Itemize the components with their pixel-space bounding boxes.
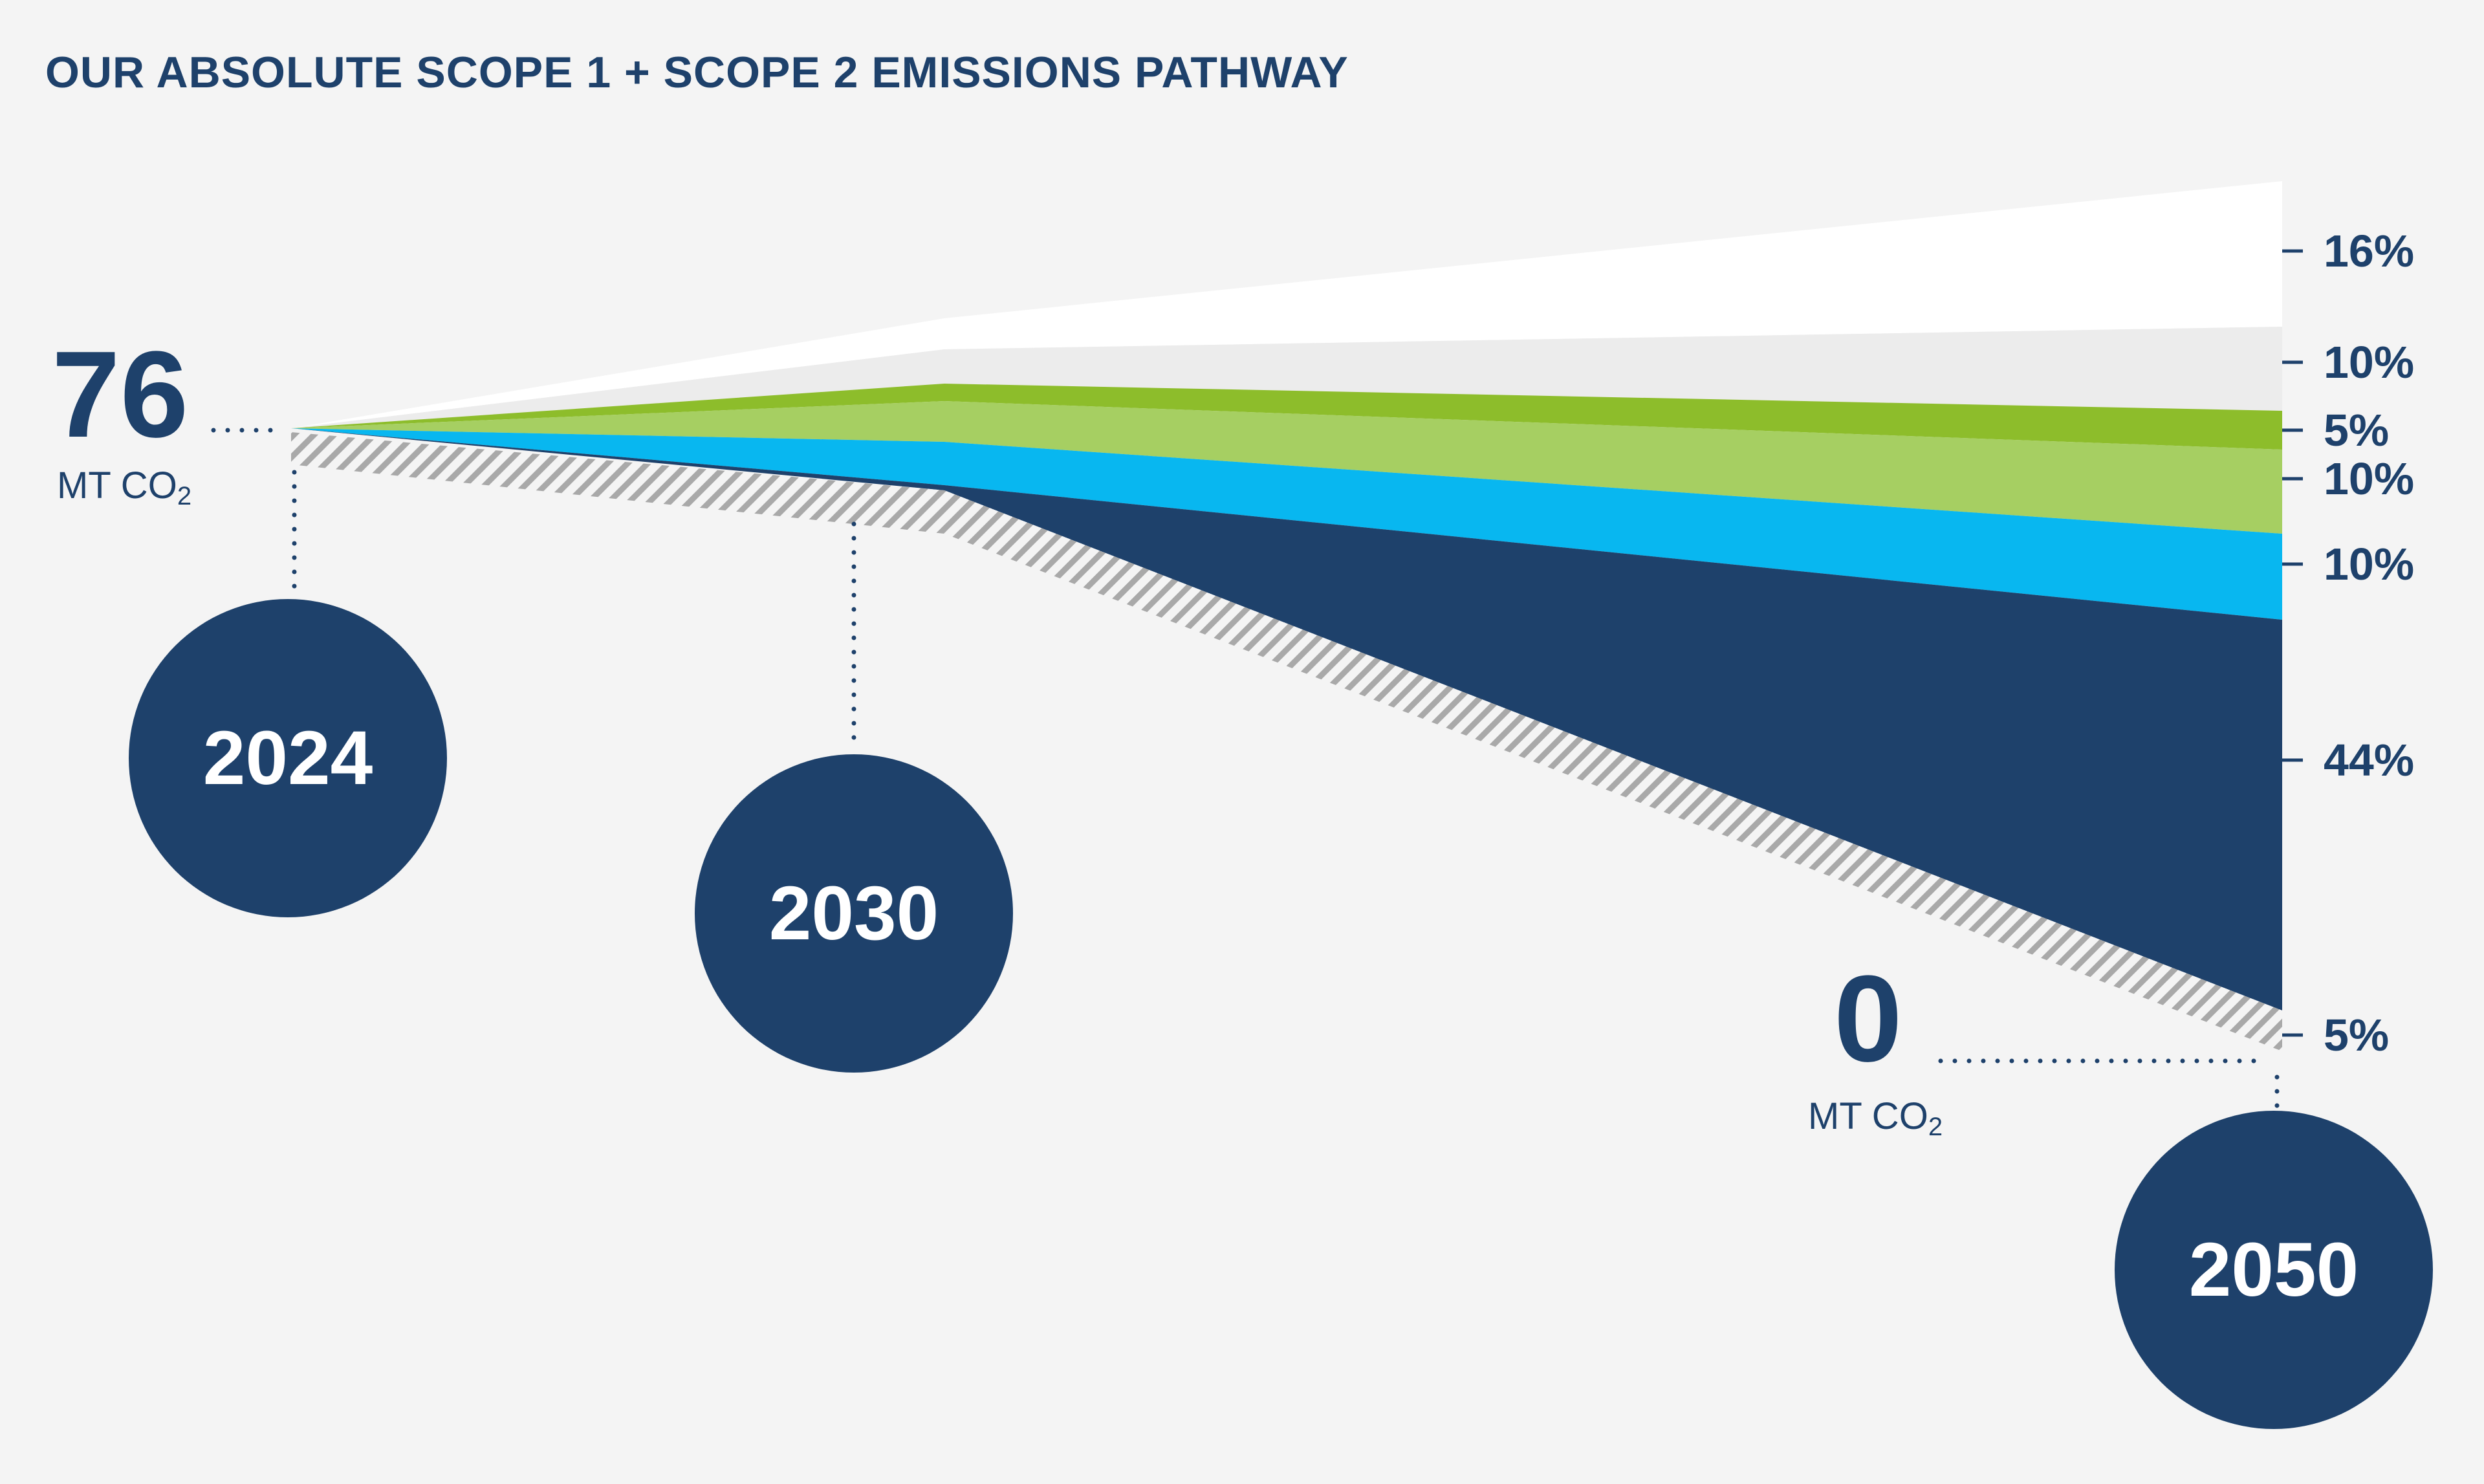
year-label-2030: 2030 <box>769 871 939 956</box>
year-marker-2024: 2024 <box>129 599 447 917</box>
year-marker-2050: 2050 <box>2115 1111 2433 1429</box>
pct-label-5b: 5% <box>2324 1010 2389 1060</box>
pct-label-44: 44% <box>2324 735 2414 785</box>
year-circle-2030 <box>695 754 1013 1073</box>
start-value: 76 <box>52 326 188 463</box>
pct-label-16: 16% <box>2324 226 2414 276</box>
band-green-5 <box>291 384 2282 450</box>
year-circle-2050 <box>2115 1111 2433 1429</box>
year-circle-2024 <box>129 599 447 917</box>
pct-label-10b: 10% <box>2324 453 2414 504</box>
year-label-2050: 2050 <box>2189 1227 2359 1313</box>
end-value-callout: 0 MT CO2 <box>1808 950 2267 1141</box>
pct-label-5a: 5% <box>2324 405 2389 455</box>
band-white-16 <box>291 181 2282 428</box>
band-light-green-10 <box>291 401 2282 534</box>
chart-title: OUR ABSOLUTE SCOPE 1 + SCOPE 2 EMISSIONS… <box>45 48 1349 97</box>
pct-label-10a: 10% <box>2324 337 2414 387</box>
bands-group <box>291 181 2282 1051</box>
band-navy-44 <box>291 428 2282 1010</box>
year-label-2024: 2024 <box>203 715 373 801</box>
end-unit: MT CO2 <box>1808 1095 1943 1141</box>
percentage-labels: 16% 10% 5% 10% 10% 44% 5% <box>2282 226 2414 1060</box>
start-unit: MT CO2 <box>57 464 191 510</box>
band-light-gray-10 <box>291 327 2282 428</box>
year-marker-2030: 2030 <box>695 754 1013 1073</box>
band-cyan-10 <box>291 428 2282 620</box>
pct-label-10c: 10% <box>2324 539 2414 589</box>
start-value-callout: 76 MT CO2 <box>52 326 287 510</box>
end-value: 0 <box>1834 950 1902 1087</box>
